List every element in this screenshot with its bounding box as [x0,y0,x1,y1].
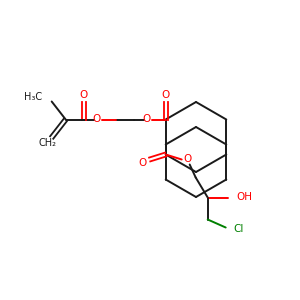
Text: O: O [162,91,170,100]
Text: O: O [142,115,151,124]
Text: O: O [184,154,192,164]
Text: H₃C: H₃C [24,92,42,101]
Text: O: O [80,91,88,100]
Text: CH₂: CH₂ [39,139,57,148]
Text: Cl: Cl [234,224,244,235]
Text: OH: OH [237,193,253,202]
Text: O: O [93,115,101,124]
Text: O: O [139,158,147,167]
